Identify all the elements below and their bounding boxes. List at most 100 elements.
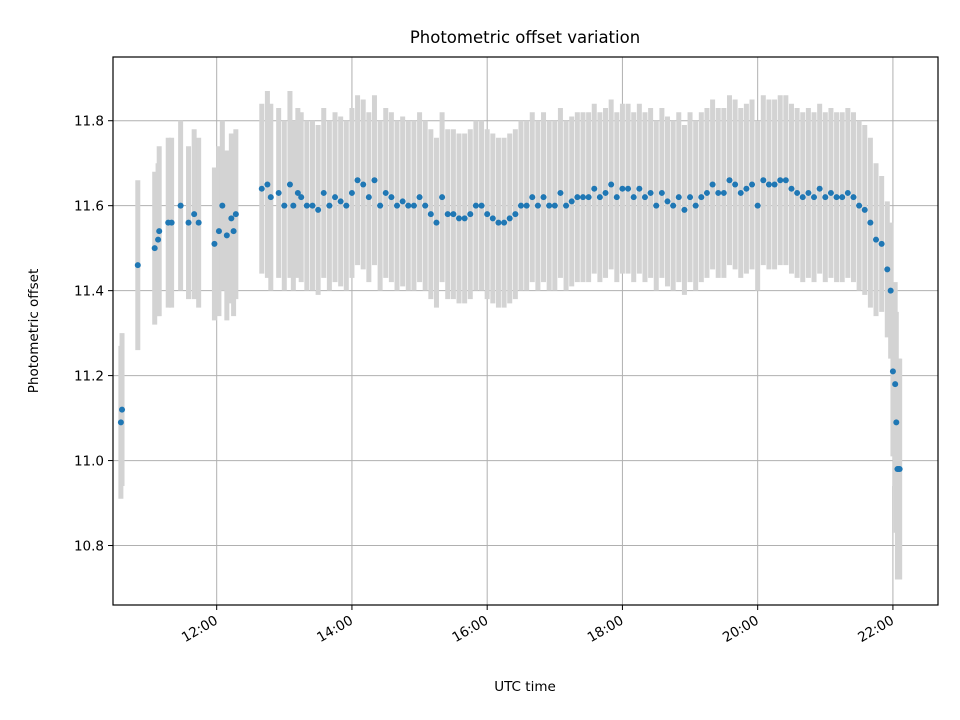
data-point xyxy=(884,266,891,273)
y-tick-label: 11.0 xyxy=(74,454,104,470)
data-point xyxy=(405,202,412,209)
data-point xyxy=(737,189,744,196)
data-point xyxy=(726,177,733,184)
data-point xyxy=(303,202,310,209)
x-tick-label: 20:00 xyxy=(720,613,762,646)
data-point xyxy=(551,202,558,209)
data-point xyxy=(371,177,378,184)
data-point xyxy=(715,189,722,196)
data-point xyxy=(839,194,846,201)
data-point xyxy=(698,194,705,201)
data-point xyxy=(185,219,192,226)
data-point xyxy=(298,194,305,201)
x-tick-label: 16:00 xyxy=(449,613,491,646)
data-point xyxy=(156,228,163,235)
y-tick-label: 11.4 xyxy=(74,284,104,300)
data-point xyxy=(743,185,750,192)
data-point xyxy=(427,211,434,218)
data-point xyxy=(394,202,401,209)
data-point xyxy=(861,206,868,213)
data-point xyxy=(675,194,682,201)
y-tick-label: 11.8 xyxy=(74,114,104,130)
data-points xyxy=(117,177,903,473)
data-point xyxy=(286,181,293,188)
x-tick-label: 14:00 xyxy=(314,613,356,646)
data-point xyxy=(641,194,648,201)
data-point xyxy=(517,202,524,209)
data-point xyxy=(258,185,265,192)
y-tick-label: 11.6 xyxy=(74,199,104,215)
data-point xyxy=(889,368,896,375)
chart-title: Photometric offset variation xyxy=(410,28,640,47)
data-point xyxy=(799,194,806,201)
data-point xyxy=(467,211,474,218)
data-point xyxy=(365,194,372,201)
data-point xyxy=(410,202,417,209)
data-point xyxy=(439,194,446,201)
data-point xyxy=(228,215,235,222)
data-point xyxy=(450,211,457,218)
data-point xyxy=(444,211,451,218)
data-point xyxy=(326,202,333,209)
data-point xyxy=(788,185,795,192)
y-tick-label: 11.2 xyxy=(74,369,104,385)
data-point xyxy=(117,419,124,426)
data-point xyxy=(658,189,665,196)
data-point xyxy=(613,194,620,201)
data-point xyxy=(896,466,903,473)
data-point xyxy=(177,202,184,209)
data-point xyxy=(720,189,727,196)
data-point xyxy=(630,194,637,201)
data-point xyxy=(512,211,519,218)
data-point xyxy=(732,181,739,188)
data-point xyxy=(223,232,230,239)
data-point xyxy=(805,189,812,196)
data-point xyxy=(771,181,778,188)
data-point xyxy=(478,202,485,209)
data-point xyxy=(878,240,885,247)
data-point xyxy=(687,194,694,201)
data-point xyxy=(501,219,508,226)
data-point xyxy=(574,194,581,201)
data-point xyxy=(608,181,615,188)
data-point xyxy=(827,189,834,196)
data-point xyxy=(867,219,874,226)
data-point xyxy=(749,181,756,188)
data-point xyxy=(523,202,530,209)
data-point xyxy=(275,189,282,196)
data-point xyxy=(211,240,218,247)
data-point xyxy=(264,181,271,188)
data-point xyxy=(320,189,327,196)
data-point xyxy=(332,194,339,201)
data-point xyxy=(653,202,660,209)
errorbars xyxy=(118,90,903,580)
x-tick-label: 12:00 xyxy=(179,613,221,646)
data-point xyxy=(568,198,575,205)
plot-frame xyxy=(112,56,939,606)
data-point xyxy=(348,189,355,196)
data-point xyxy=(850,194,857,201)
data-point xyxy=(529,194,536,201)
data-point xyxy=(456,215,463,222)
data-point xyxy=(540,194,547,201)
data-point xyxy=(692,202,699,209)
data-point xyxy=(191,211,198,218)
data-point xyxy=(681,206,688,213)
data-point xyxy=(281,202,288,209)
x-tick-label: 18:00 xyxy=(585,613,627,646)
data-point xyxy=(844,189,851,196)
data-point xyxy=(664,198,671,205)
data-point xyxy=(887,287,894,294)
x-axis-label: UTC time xyxy=(494,679,556,695)
data-point xyxy=(315,206,322,213)
data-point xyxy=(215,228,222,235)
data-point xyxy=(591,185,598,192)
data-point xyxy=(833,194,840,201)
data-point xyxy=(343,202,350,209)
data-point xyxy=(563,202,570,209)
y-axis-ticks: 10.8 11.0 11.2 11.4 11.6 11.8 xyxy=(74,114,113,555)
data-point xyxy=(354,177,361,184)
data-point xyxy=(506,215,513,222)
data-point xyxy=(294,189,301,196)
